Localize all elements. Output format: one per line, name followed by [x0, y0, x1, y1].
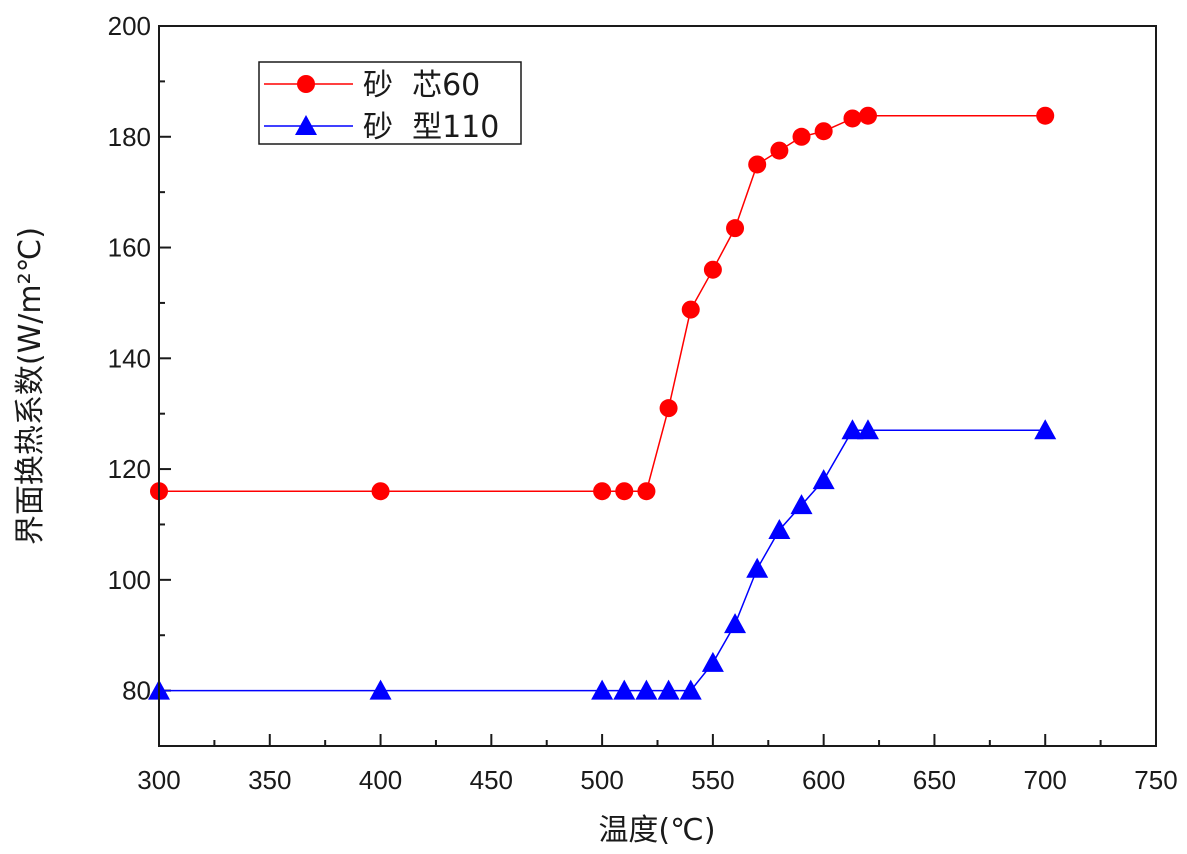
data-point-series-2 — [657, 679, 680, 700]
y-tick-label: 200 — [108, 11, 151, 41]
data-point-series-2 — [591, 679, 614, 700]
data-point-series-2 — [613, 679, 636, 700]
x-axis-ticks: 300 350 400 450 500 550 600 650 700 750 — [137, 734, 1178, 795]
legend-label-series-1: 砂 芯60 — [363, 68, 480, 103]
x-tick-label: 350 — [248, 765, 291, 795]
data-point-series-1 — [858, 106, 877, 125]
plot-frame — [158, 25, 1157, 747]
y-tick-label: 180 — [108, 122, 151, 152]
series-layer — [148, 106, 1057, 700]
data-point-series-1 — [659, 399, 678, 418]
y-tick-label: 140 — [108, 343, 151, 373]
series-line-2 — [159, 429, 1046, 692]
data-point-series-2 — [812, 469, 835, 490]
x-tick-label: 600 — [802, 765, 845, 795]
x-tick-label: 450 — [470, 765, 513, 795]
data-point-series-2 — [1034, 419, 1057, 440]
x-tick-label: 650 — [913, 765, 956, 795]
data-point-series-1 — [703, 260, 722, 279]
data-point-series-2 — [679, 679, 702, 700]
data-point-series-2 — [790, 494, 813, 515]
data-point-series-1 — [371, 482, 390, 501]
data-point-series-1 — [637, 482, 656, 501]
data-point-series-2 — [635, 679, 658, 700]
legend: 砂 芯60 砂 型110 — [258, 61, 522, 145]
data-point-series-2 — [746, 557, 769, 578]
legend-marker-series-1 — [297, 75, 315, 93]
data-point-series-1 — [748, 155, 767, 174]
data-point-series-1 — [814, 122, 833, 141]
data-point-series-1 — [1036, 106, 1055, 125]
x-tick-label: 550 — [691, 765, 734, 795]
y-tick-label: 80 — [122, 676, 151, 706]
x-tick-label: 700 — [1024, 765, 1067, 795]
data-point-series-2 — [856, 419, 879, 440]
data-point-series-1 — [770, 141, 789, 160]
y-tick-label: 120 — [108, 454, 151, 484]
y-axis-title: 界面换热系数(W/m²℃) — [13, 227, 48, 545]
data-point-series-1 — [726, 219, 745, 238]
legend-marker-series-2 — [295, 115, 317, 135]
x-tick-label: 300 — [137, 765, 180, 795]
data-point-series-2 — [841, 419, 864, 440]
x-tick-label: 750 — [1134, 765, 1177, 795]
x-tick-label: 400 — [359, 765, 402, 795]
data-point-series-1 — [681, 300, 700, 319]
data-point-series-1 — [593, 482, 612, 501]
data-point-series-2 — [724, 613, 747, 634]
data-point-series-1 — [843, 109, 862, 128]
data-point-series-2 — [369, 679, 392, 700]
legend-label-series-2: 砂 型110 — [363, 110, 499, 145]
data-point-series-2 — [701, 651, 724, 672]
y-axis-ticks: 80 100 120 140 160 180 200 — [108, 11, 171, 747]
data-point-series-1 — [615, 482, 634, 501]
y-tick-label: 160 — [108, 233, 151, 263]
data-point-series-2 — [768, 519, 791, 539]
data-point-series-1 — [792, 127, 811, 146]
x-axis-title: 温度(℃) — [598, 813, 715, 848]
series-line-1 — [159, 114, 1046, 492]
x-tick-label: 500 — [580, 765, 623, 795]
y-tick-label: 100 — [108, 565, 151, 595]
